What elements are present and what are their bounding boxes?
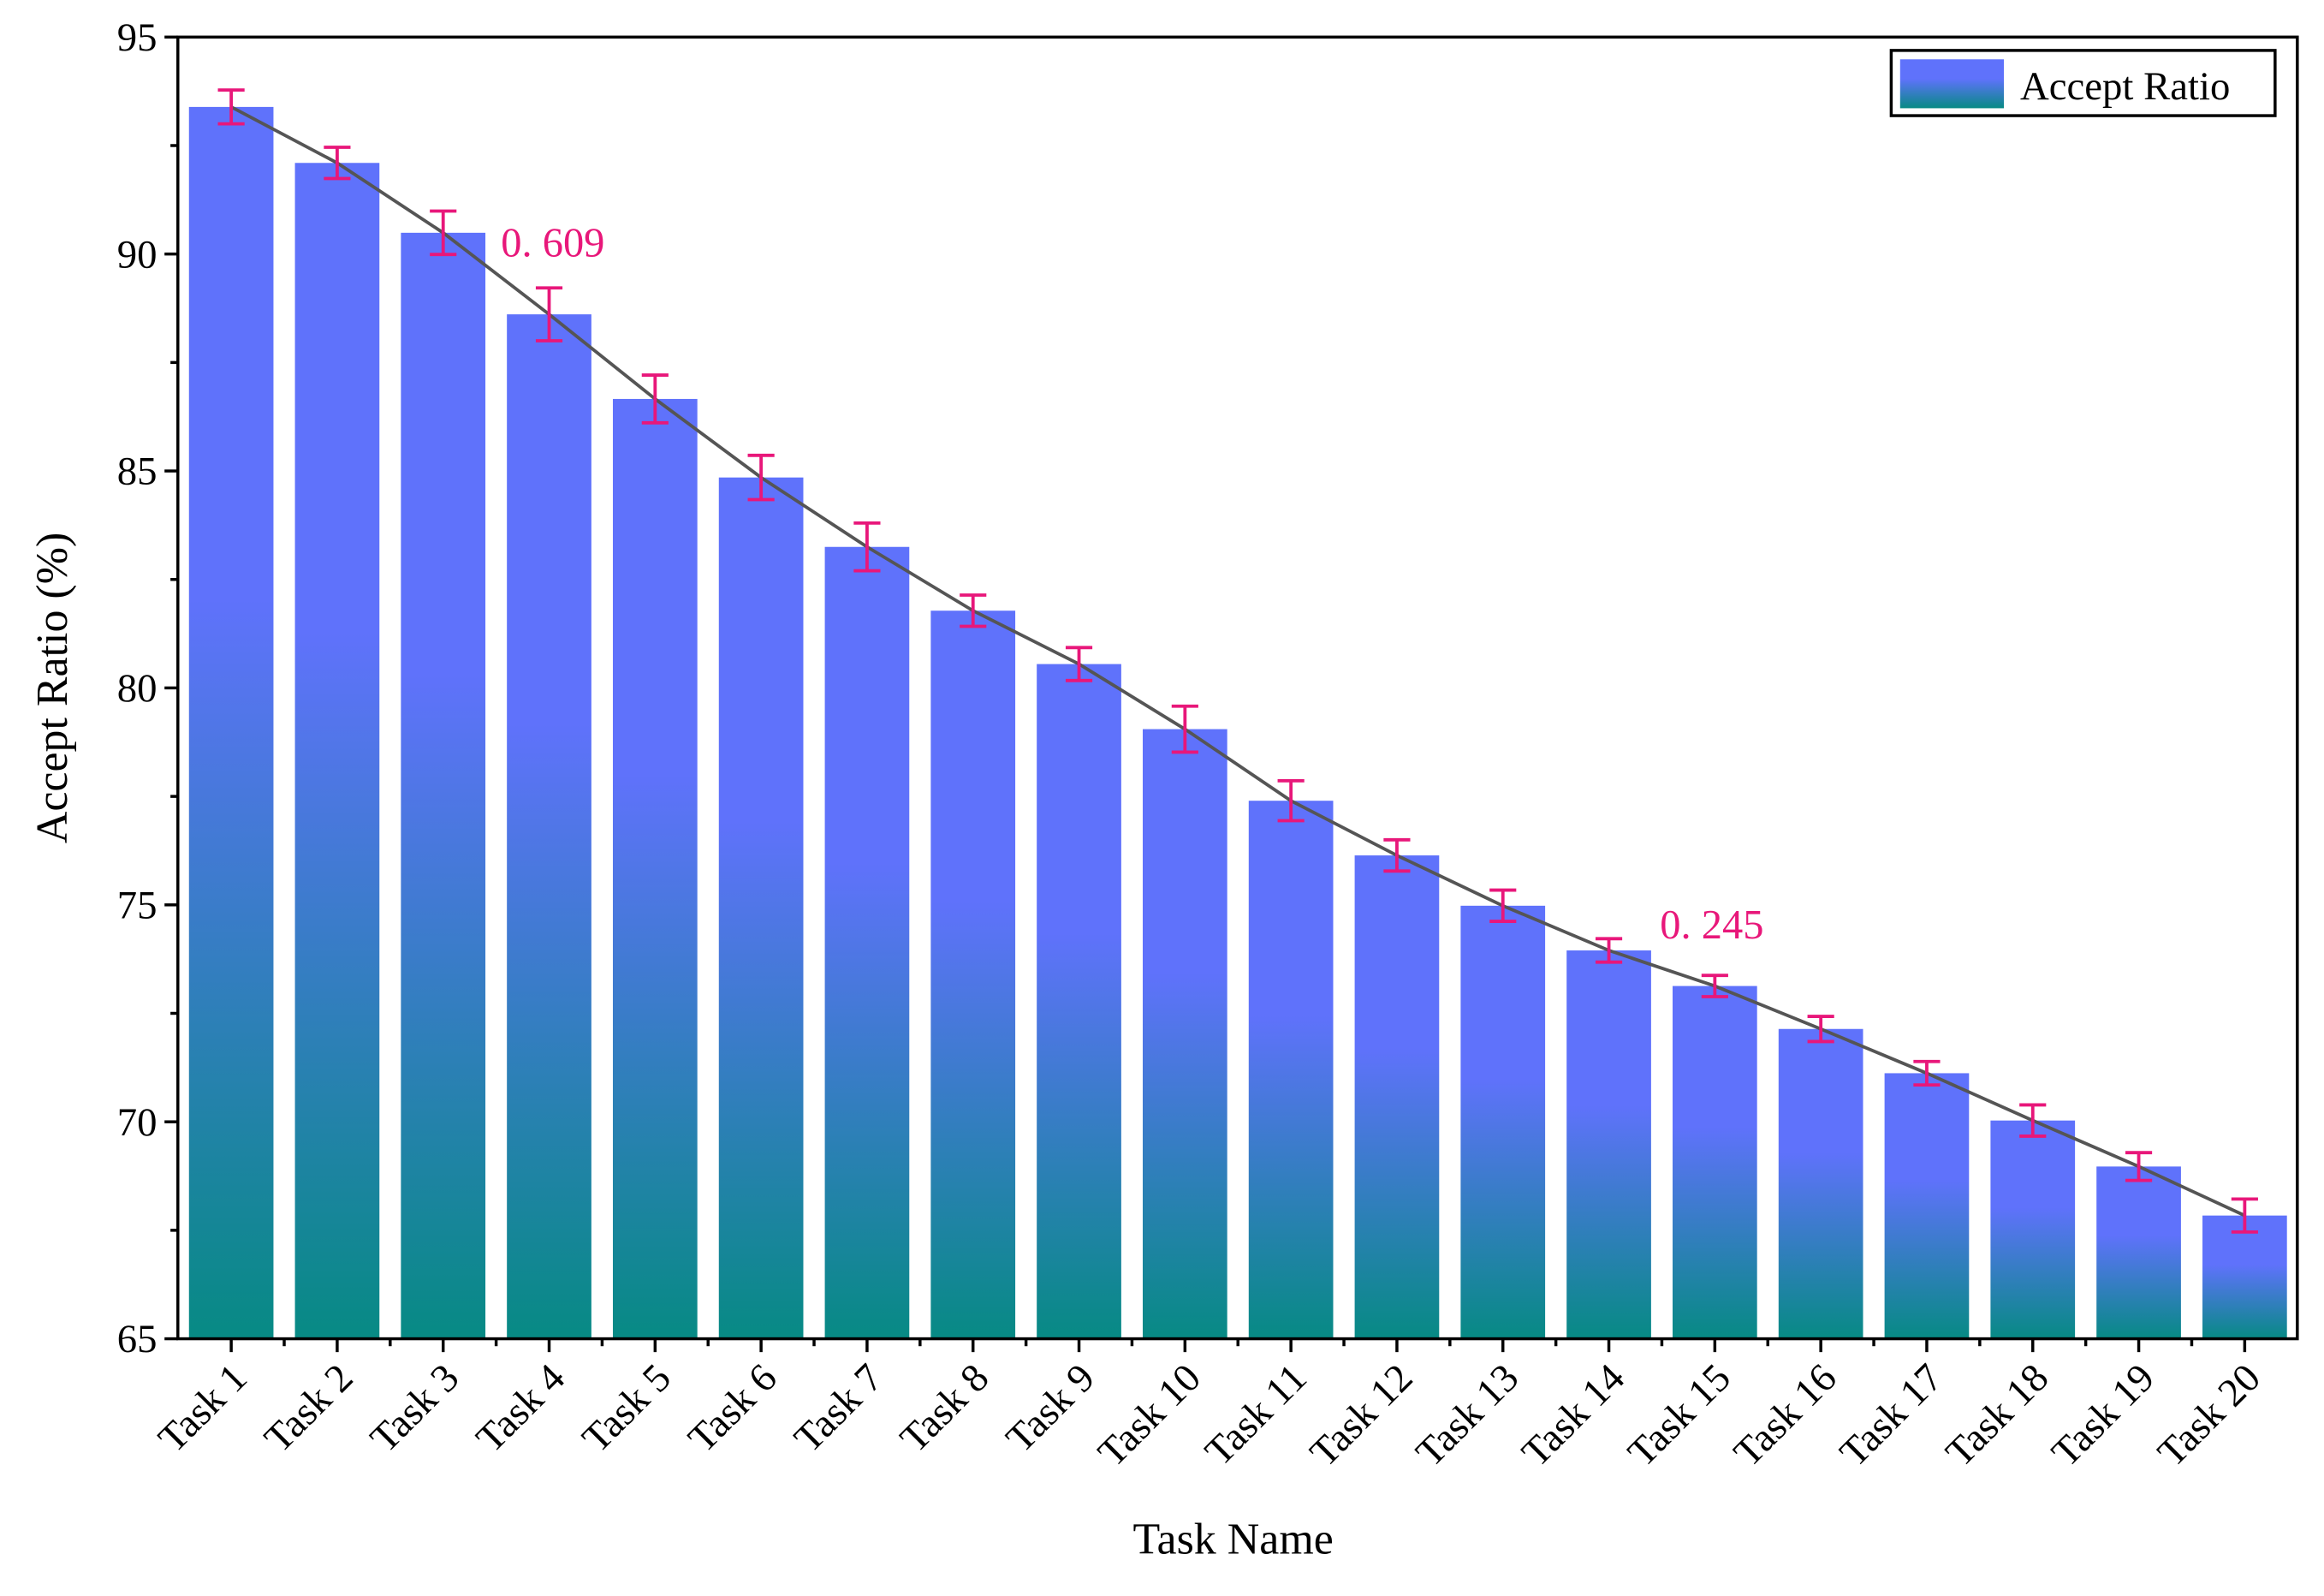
x-tick-label: Task 11 [1197,1355,1316,1474]
y-tick-label: 85 [117,450,158,494]
error-bar [747,453,775,502]
bar [930,610,1016,1339]
bar [1673,986,1757,1339]
trend-line [230,105,2246,1218]
x-tick-label: Task 5 [574,1355,680,1462]
error-bar [1171,704,1198,754]
error-bar [1701,974,1728,998]
plot-frame [176,35,2299,1341]
error-bar [853,521,881,573]
bar [1037,664,1121,1339]
bar [1566,950,1651,1339]
bar [1354,855,1440,1339]
x-tick-label: Task 13 [1407,1355,1527,1475]
x-tick-label: Task 9 [998,1355,1104,1462]
x-tick-label: Task 3 [362,1355,468,1462]
error-bar [1277,778,1305,823]
annotation: 0. 245 [1660,902,1763,948]
error-bar [324,146,351,181]
bar [1142,729,1227,1339]
bar [401,232,486,1339]
bar [1990,1120,2076,1339]
x-tick-label: Task 6 [680,1355,786,1462]
error-bar [217,88,245,126]
x-tick-label: Task 18 [1937,1355,2057,1475]
legend-label: Accept Ratio [2020,64,2230,109]
x-tick-label: Task 19 [2043,1355,2163,1475]
error-bar [960,593,987,628]
error-bar [2019,1103,2047,1138]
bar [1460,905,1546,1339]
x-tick-label: Task 8 [892,1355,998,1462]
x-axis-title: Task Name [1132,1516,1333,1564]
bar [612,398,698,1339]
x-tick-label: Task 15 [1620,1355,1739,1475]
bar [1778,1028,1863,1339]
bar [507,314,591,1339]
x-tick-label: Task 17 [1831,1355,1951,1475]
y-tick-label: 95 [117,15,158,60]
error-bar [1595,937,1623,964]
x-tick-label: Task 12 [1301,1355,1421,1475]
error-bar [535,286,563,342]
error-bar [2125,1151,2153,1182]
bar [2202,1215,2287,1339]
x-tick-label: Task 7 [786,1355,892,1462]
annotation: 0. 609 [501,221,604,266]
x-tick-label: Task 16 [1726,1355,1846,1475]
bar [824,546,910,1339]
error-bar [1383,837,1411,873]
x-tick-label: Task 10 [1090,1355,1210,1475]
y-axis-title: Accept Ratio (%) [28,533,77,843]
error-bar [1913,1059,1941,1087]
y-tick-label: 75 [117,883,158,927]
y-tick-label: 65 [117,1317,158,1361]
y-tick-label: 80 [117,666,158,711]
x-tick-label: Task 1 [150,1355,256,1462]
error-bar [1065,646,1093,682]
bar [294,163,380,1339]
x-tick-label: Task 2 [256,1355,362,1462]
bar [188,106,274,1339]
bar [2096,1166,2181,1339]
bar [1884,1073,1970,1339]
y-tick-label: 90 [117,232,158,277]
error-bar [1807,1015,1834,1044]
error-bar [2231,1197,2258,1234]
x-tick-label: Task 20 [2149,1355,2269,1475]
x-tick-label: Task 4 [468,1355,574,1462]
y-tick-label: 70 [117,1100,158,1145]
x-tick-label: Task 14 [1513,1355,1633,1475]
error-bar [1489,888,1517,923]
bar [1248,801,1334,1339]
legend-swatch [1899,59,2004,109]
error-bar [430,209,457,257]
bar [718,477,804,1339]
error-bar [641,373,669,425]
